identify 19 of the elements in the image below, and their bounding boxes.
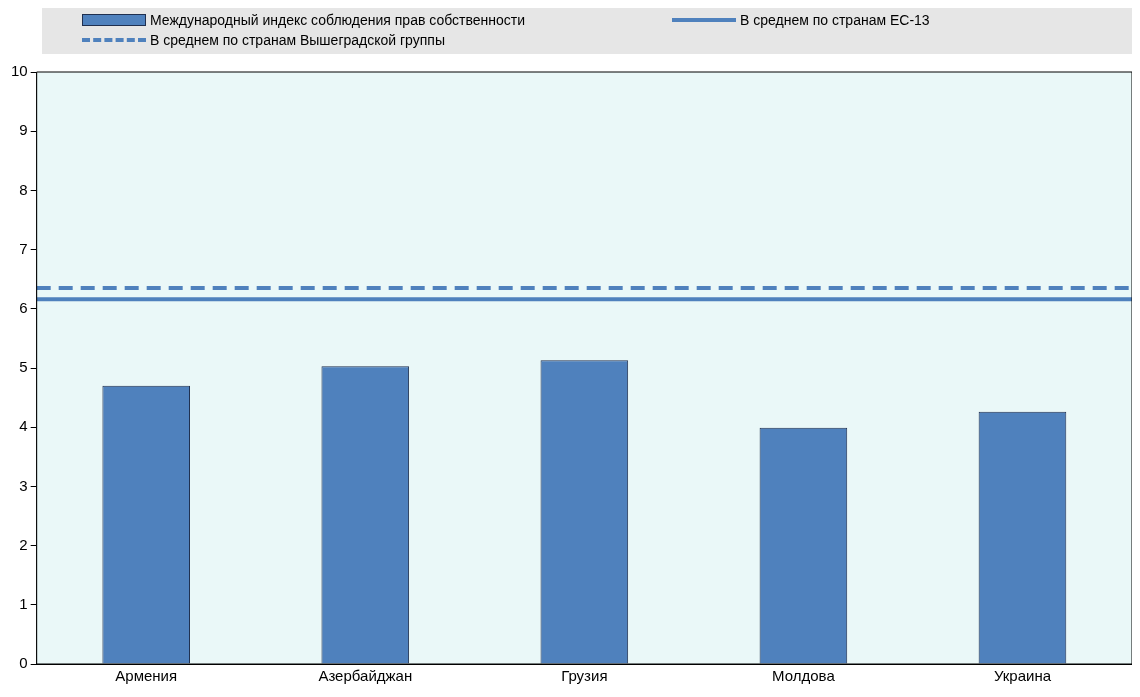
y-tick-label: 9 (19, 121, 28, 139)
y-tick-label: 8 (19, 180, 28, 198)
y-tick-label: 6 (19, 298, 28, 316)
y-tick-label: 3 (19, 476, 28, 494)
legend-label: В среднем по странам Вышеградской группы (150, 31, 445, 49)
y-tick-label: 4 (19, 417, 28, 435)
x-tick-label: Украина (993, 667, 1052, 685)
legend-label: В среднем по странам ЕС-13 (740, 11, 930, 29)
x-tick-label: Армения (115, 667, 178, 685)
x-tick-label: Азербайджан (318, 667, 413, 685)
x-tick-label: Грузия (561, 667, 608, 685)
y-tick-label: 0 (19, 654, 28, 672)
legend-label: Международный индекс соблюдения прав собственности (150, 11, 526, 29)
y-tick-label: 7 (19, 239, 28, 257)
y-tick-label: 10 (11, 62, 28, 80)
y-tick-label: 5 (19, 358, 28, 376)
x-tick-label: Молдова (772, 667, 836, 685)
y-tick-label: 2 (19, 535, 28, 553)
y-tick-label: 1 (19, 594, 28, 612)
